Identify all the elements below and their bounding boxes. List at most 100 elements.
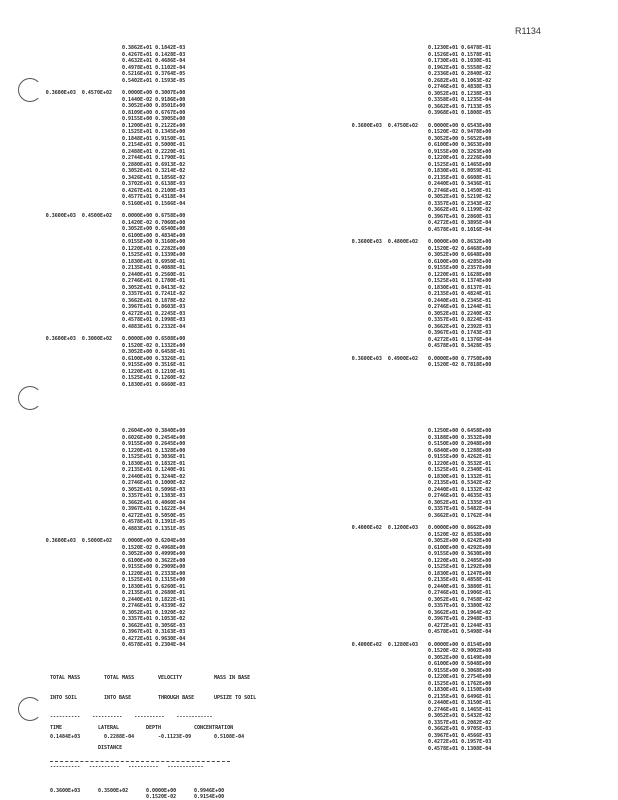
data-group: 0.3600E+03 0.4750E+02 0.0000E+00 0.6543E+… <box>352 123 492 234</box>
data-row: 0.1220E+01 0.2485E+00 <box>428 557 492 564</box>
punch-hole-icon <box>18 697 42 721</box>
data-row: 0.1220E+01 0.1328E+00 <box>122 447 186 454</box>
data-row: 0.9155E+00 0.2645E+00 <box>122 441 186 447</box>
data-row: 0.2682E+01 0.1063E-02 <box>428 77 492 84</box>
data-row: 0.3662E+01 0.1878E-02 <box>122 297 186 304</box>
profile-rows: 0.3600E+03 0.3500E+02 0.0000E+00 0.9946E+00… <box>50 788 258 800</box>
data-group: 0.3862E+01 0.1842E-03 0.4267E+01 0.1428E-… <box>122 45 185 84</box>
data-row: 0.1220E+01 0.2282E+00 <box>122 245 186 252</box>
data-row: 0.0000E+00 0.7750E+00 <box>428 355 492 362</box>
data-row: 0.1525E+01 0.1315E+00 <box>122 577 186 583</box>
data-block-left-top: 0.3862E+01 0.1842E-03 0.4267E+01 0.1428E-… <box>46 45 186 394</box>
data-row: 0.3052E+01 0.8413E-02 <box>122 284 186 291</box>
summary-subheader: THROUGH BASE <box>158 694 195 701</box>
data-row: 0.8109E+00 0.6767E+00 <box>122 109 186 116</box>
data-row: 0.2135E+01 0.4088E-01 <box>122 265 186 271</box>
data-row: 0.4578E+01 0.1391E-05 <box>122 519 186 525</box>
data-row: 0.6100E+00 0.3622E+00 <box>122 557 186 564</box>
data-row: 0.2135E+01 0.1240E-01 <box>122 467 186 473</box>
data-row: 0.9155E+00 0.3630E+00 <box>428 551 492 557</box>
data-row: 0.4272E+01 0.5050E-05 <box>122 512 186 519</box>
data-row: 0.1525E+01 0.1260E-02 <box>122 375 186 381</box>
data-block-right-top: 0.1230E+01 0.6478E-01 0.1526E+01 0.1578E-… <box>352 45 492 375</box>
group-label: 0.3600E+03 0.5000E+02 <box>45 538 112 544</box>
data-row: 0.1520E-02 0.6468E+00 <box>428 245 492 252</box>
data-row: 0.1525E+01 0.1292E+00 <box>428 564 492 570</box>
data-row: 0.4578E+01 0.2304E-04 <box>122 642 186 648</box>
group-label: 0.3600E+03 0.3000E+02 <box>45 336 112 342</box>
data-row: 0.3967E+01 0.1743E-03 <box>428 330 492 336</box>
data-row: 0.9155E+00 0.3160E+00 <box>122 239 186 245</box>
data-block-right-bottom: 0.1250E+00 0.6458E+00 0.3188E+00 0.3532E+… <box>352 428 492 758</box>
data-row: 0.5216E+01 0.3764E-05 <box>122 71 186 77</box>
data-row: 0.3052E+00 0.5652E+00 <box>428 135 492 142</box>
data-row: 0.3357E+01 0.5482E-04 <box>428 506 492 512</box>
data-row: 0.2135E+01 0.5342E-02 <box>428 480 492 486</box>
data-row: 0.1520E-02 0.9002E+00 <box>428 648 492 654</box>
data-row: 0.2135E+01 0.6608E-01 <box>428 174 492 181</box>
data-group: 0.3600E+03 0.4800E+02 0.0000E+00 0.8632E+… <box>352 239 492 350</box>
data-row: 0.3662E+01 0.4060E-04 <box>122 499 186 506</box>
data-row: 0.1830E+01 0.6660E-03 <box>122 381 186 388</box>
data-row: 0.1220E+01 0.1210E-01 <box>122 368 186 375</box>
data-row: 0.2744E+01 0.1790E-01 <box>122 155 186 161</box>
summary-rule: ---------- ---------- ---------- -------… <box>50 714 213 720</box>
data-row: 0.0000E+00 0.8632E+00 <box>428 239 492 245</box>
data-group: 0.3600E+03 0.4500E+02 0.0000E+00 0.6758E+… <box>46 213 186 330</box>
group-label: 0.3600E+03 0.4800E+02 <box>351 239 418 245</box>
data-row: 0.9155E+00 0.4262E-01 <box>428 454 492 460</box>
data-group: 0.3600E+03 0.4570E+02 0.0000E+00 0.3007E+… <box>46 90 186 207</box>
data-row: 0.6026E+00 0.2454E+00 <box>122 434 186 441</box>
data-row: 0.1250E+00 0.6458E+00 <box>428 428 492 434</box>
data-row: 0.1220E+01 0.3532E-01 <box>428 460 492 467</box>
data-row: 0.2488E+01 0.2220E-01 <box>122 148 186 155</box>
data-row: 0.2154E+01 0.5000E-01 <box>122 142 186 148</box>
data-row: 0.3702E+01 0.6138E-03 <box>122 181 186 187</box>
data-row: 0.3052E+01 0.2240E-02 <box>428 310 492 317</box>
data-row: 0.1830E+01 0.1150E+00 <box>428 687 492 693</box>
data-row: 0.2135E+01 0.4858E-01 <box>428 577 492 583</box>
data-row: 0.3662E+01 0.2392E-03 <box>428 323 492 330</box>
data-group: 0.1250E+00 0.6458E+00 0.3188E+00 0.3532E+… <box>428 428 491 519</box>
data-row: 0.4267E+01 0.2100E-03 <box>122 187 186 194</box>
data-row: 0.1730E+01 0.1030E-01 <box>428 58 492 64</box>
data-row: 0.2440E+01 0.1332E-02 <box>428 486 492 493</box>
data-row: 0.2746E+01 0.1244E-01 <box>428 304 492 310</box>
reference-code: R1134 <box>515 26 541 36</box>
data-row: 0.4267E+01 0.1428E-03 <box>122 51 186 58</box>
data-row: 0.4578E+01 0.1016E-04 <box>428 226 492 233</box>
data-row: 0.4577E+01 0.4318E-04 <box>122 194 186 200</box>
data-row: 0.1830E+01 0.6950E-01 <box>122 258 186 265</box>
data-row: 0.3357E+01 0.7241E-02 <box>122 291 186 297</box>
data-row: 0.3967E+01 0.8603E-03 <box>122 304 186 310</box>
data-row: 0.4272E+01 0.2245E-03 <box>122 310 186 317</box>
data-row: 0.1520E-02 0.4968E+00 <box>122 544 186 551</box>
data-row: 0.3052E+00 0.6540E+00 <box>122 226 186 232</box>
profile-row: 0.1520E-02 0.9154E+00 <box>50 794 258 800</box>
data-group: 0.3600E+03 0.3000E+02 0.0000E+00 0.6508E+… <box>46 336 186 388</box>
profile-headers: TIME LATERAL DEPTH CONCENTRATION <box>50 725 258 732</box>
data-row: 0.3357E+01 0.3380E-02 <box>428 603 492 609</box>
data-row: 0.1220E+01 0.2333E+00 <box>122 570 186 577</box>
data-row: 0.4578E+01 0.1308E-04 <box>428 745 492 752</box>
data-row: 0.3357E+01 0.2082E-02 <box>428 719 492 726</box>
data-row: 0.2746E+01 0.4635E-03 <box>428 493 492 499</box>
data-row: 0.1440E-02 0.9186E+00 <box>122 96 186 103</box>
summary-subheader: UPSIZE TO SOIL <box>214 694 257 701</box>
data-row: 0.9155E+00 0.2909E+00 <box>122 564 186 570</box>
data-row: 0.5160E+01 0.1566E-04 <box>122 200 186 207</box>
data-row: 0.4272E+01 0.9630E-04 <box>122 635 186 642</box>
data-row: 0.9155E+00 0.3263E+00 <box>428 148 492 155</box>
data-row: 0.1848E+01 0.9150E-01 <box>122 135 186 142</box>
summary-subheader: INTO BASE <box>104 694 132 701</box>
summary-value: 0.5108E-04 <box>214 733 245 740</box>
data-row: 0.2336E+01 0.2840E-02 <box>428 71 492 77</box>
group-label: 0.3600E+03 0.4750E+02 <box>351 122 418 129</box>
data-row: 0.2440E+01 0.3244E-02 <box>122 473 186 480</box>
data-row: 0.0000E+00 0.6758E+00 <box>122 213 186 219</box>
data-row: 0.3052E+01 0.7458E-02 <box>428 596 492 603</box>
data-row: 0.3052E+00 0.8501E+00 <box>122 103 186 109</box>
data-group: 0.3600E+03 0.4900E+02 0.0000E+00 0.7750E+… <box>352 355 492 369</box>
profile-subheaders: DISTANCE <box>50 745 258 752</box>
